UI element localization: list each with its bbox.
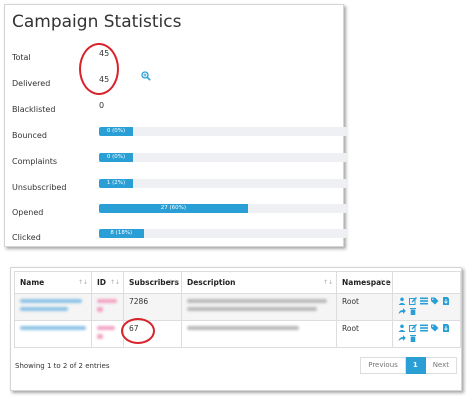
- pagination: Previous 1 Next: [360, 357, 457, 374]
- trash-icon[interactable]: [409, 307, 417, 315]
- share-icon[interactable]: [398, 334, 406, 342]
- redacted-text: [20, 326, 86, 330]
- cell-description: [181, 293, 337, 321]
- pagination-previous-button[interactable]: Previous: [360, 357, 406, 374]
- cell-id: [91, 320, 124, 348]
- column-header-label: Name: [20, 278, 45, 287]
- stat-row-clicked: Clicked 8 (18%): [12, 229, 347, 247]
- stat-label: Total: [12, 53, 31, 62]
- stat-row-unsubscribed: Unsubscribed 1 (2%): [12, 179, 347, 197]
- share-icon[interactable]: [398, 307, 406, 315]
- progress-bar: 0 (0%): [99, 153, 347, 162]
- tags-icon[interactable]: [431, 297, 439, 305]
- progress-bar-fill: 0 (0%): [99, 127, 133, 136]
- table-header-row: Name ↑↓ ID ↑↓ Subscribers ↑↓ Description ↑↓ …: [14, 271, 461, 294]
- stat-value: 0: [99, 101, 105, 110]
- column-header-label: ID: [97, 278, 107, 287]
- progress-bar: 27 (60%): [99, 204, 347, 213]
- redacted-text: [187, 326, 299, 330]
- page-title: Campaign Statistics: [12, 12, 182, 32]
- sort-icon: ↑↓: [378, 279, 389, 286]
- user-icon[interactable]: [398, 324, 406, 332]
- redacted-text: [97, 334, 103, 339]
- redacted-text: [20, 307, 68, 311]
- redacted-text: [187, 299, 327, 303]
- row-actions: [398, 324, 456, 342]
- list-icon[interactable]: [420, 297, 428, 305]
- progress-bar: 1 (2%): [99, 179, 347, 188]
- progress-bar-fill: 0 (0%): [99, 153, 133, 162]
- cell-name[interactable]: [14, 320, 92, 348]
- redacted-text: [97, 307, 103, 312]
- progress-bar-fill: 1 (2%): [99, 179, 133, 188]
- stat-label: Blacklisted: [12, 105, 56, 114]
- redacted-text: [97, 326, 115, 330]
- column-header-subscribers[interactable]: Subscribers ↑↓: [123, 271, 182, 294]
- stat-label: Unsubscribed: [12, 183, 67, 192]
- cell-id: [91, 293, 124, 321]
- cell-namespace: Root: [336, 320, 393, 348]
- trash-icon[interactable]: [409, 334, 417, 342]
- row-actions: [398, 297, 456, 315]
- column-header-label: Subscribers: [129, 278, 179, 287]
- stat-row-bounced: Bounced 0 (0%): [12, 127, 347, 145]
- edit-icon[interactable]: [409, 297, 417, 305]
- column-header-namespace[interactable]: Namespace ↑↓: [336, 271, 393, 294]
- cell-actions: [392, 320, 461, 348]
- user-icon[interactable]: [398, 297, 406, 305]
- pagination-page-button[interactable]: 1: [405, 357, 426, 374]
- progress-bar-fill: 27 (60%): [99, 204, 248, 213]
- zoom-in-icon[interactable]: [141, 71, 151, 81]
- stat-row-total: Total 45: [12, 49, 345, 67]
- campaign-statistics-panel: Campaign Statistics Total 45 Delivered 4…: [4, 4, 347, 247]
- stat-row-opened: Opened 27 (60%): [12, 204, 347, 222]
- cell-actions: [392, 293, 461, 321]
- annotation-circle: [121, 318, 155, 344]
- table-info: Showing 1 to 2 of 2 entries: [15, 362, 110, 370]
- lists-panel: Name ↑↓ ID ↑↓ Subscribers ↑↓ Description ↑↓ …: [10, 267, 462, 391]
- import-icon[interactable]: [442, 324, 450, 332]
- column-header-id[interactable]: ID ↑↓: [91, 271, 124, 294]
- list-icon[interactable]: [420, 324, 428, 332]
- lists-table: Name ↑↓ ID ↑↓ Subscribers ↑↓ Description ↑↓ …: [14, 271, 461, 348]
- cell-name[interactable]: [14, 293, 92, 321]
- stat-label: Delivered: [12, 79, 51, 88]
- stat-label: Bounced: [12, 131, 47, 140]
- sort-icon: ↑↓: [167, 279, 178, 286]
- redacted-text: [187, 307, 317, 311]
- stat-row-delivered: Delivered 45: [12, 75, 345, 93]
- redacted-text: [97, 299, 117, 303]
- stat-label: Clicked: [12, 233, 41, 242]
- progress-bar: 0 (0%): [99, 127, 347, 136]
- table-row: 7286 Root: [14, 293, 461, 321]
- column-header-label: Description: [187, 278, 236, 287]
- column-header-actions: [392, 271, 461, 294]
- sort-icon: ↑↓: [77, 279, 88, 286]
- cell-namespace: Root: [336, 293, 393, 321]
- stat-label: Complaints: [12, 157, 58, 166]
- redacted-text: [20, 299, 82, 303]
- sort-icon: ↑↓: [322, 279, 333, 286]
- pagination-next-button[interactable]: Next: [425, 357, 457, 374]
- sort-icon: ↑↓: [109, 279, 120, 286]
- tags-icon[interactable]: [431, 324, 439, 332]
- import-icon[interactable]: [442, 297, 450, 305]
- cell-description: [181, 320, 337, 348]
- column-header-description[interactable]: Description ↑↓: [181, 271, 337, 294]
- stat-row-blacklisted: Blacklisted 0: [12, 101, 345, 119]
- column-header-name[interactable]: Name ↑↓: [14, 271, 92, 294]
- table-row: 67 Root: [14, 320, 461, 348]
- progress-bar-fill: 8 (18%): [99, 229, 144, 238]
- cell-subscribers: 7286: [123, 293, 182, 321]
- progress-bar: 8 (18%): [99, 229, 347, 238]
- edit-icon[interactable]: [409, 324, 417, 332]
- stat-label: Opened: [12, 208, 44, 217]
- stat-row-complaints: Complaints 0 (0%): [12, 153, 347, 171]
- annotation-circle: [79, 43, 119, 95]
- column-header-label: Namespace: [342, 278, 391, 287]
